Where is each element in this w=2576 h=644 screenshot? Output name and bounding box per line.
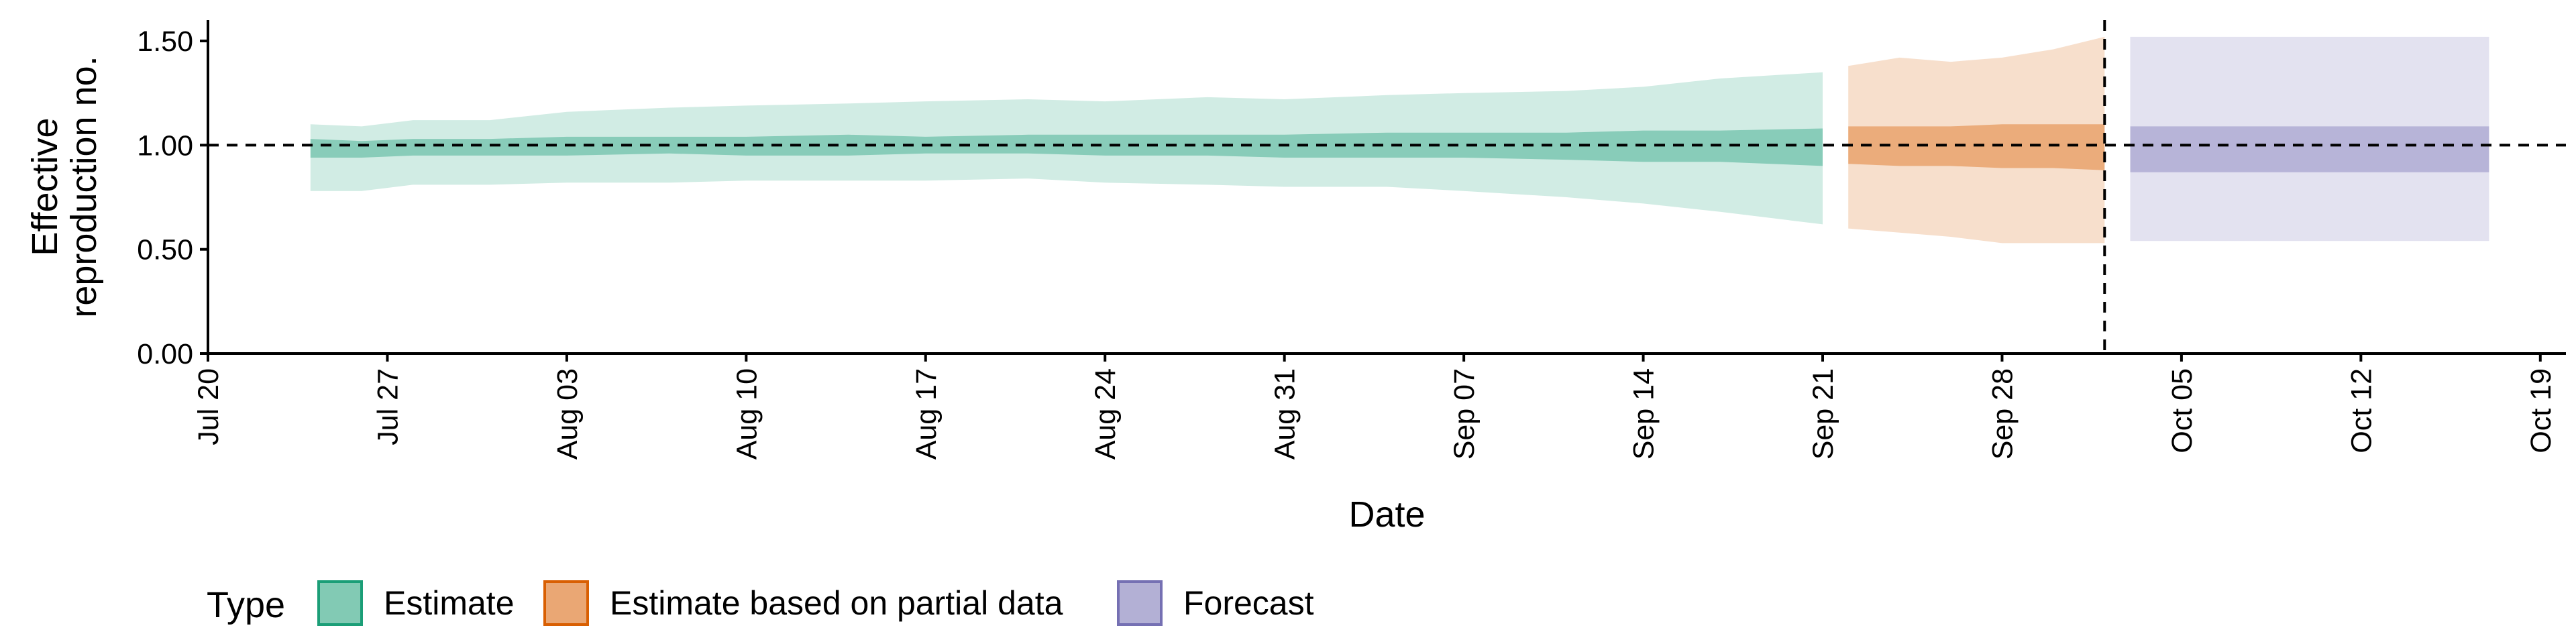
legend: Type Estimate Estimate based on partial d… xyxy=(207,580,1314,626)
x-tick-label: Sep 07 xyxy=(1448,368,1481,460)
x-tick-label: Aug 31 xyxy=(1269,368,1301,460)
legend-key xyxy=(543,580,589,626)
x-tick-label: Sep 21 xyxy=(1807,368,1839,460)
x-axis-title: Date xyxy=(1348,494,1425,535)
band-outer-2 xyxy=(2130,36,2489,241)
x-tick-label: Aug 10 xyxy=(731,368,763,460)
legend-label: Forecast xyxy=(1183,584,1314,622)
y-tick-label: 1.00 xyxy=(137,129,193,162)
y-axis-title-line: Effective xyxy=(25,117,65,256)
band-inner-1 xyxy=(1848,124,2105,170)
legend-key xyxy=(1117,580,1163,626)
band-inner-2 xyxy=(2130,126,2489,172)
band-outer-0 xyxy=(310,72,1823,225)
axes-layer xyxy=(207,20,2566,355)
x-tick-label: Oct 12 xyxy=(2345,368,2377,453)
band-outer-1 xyxy=(1848,36,2105,244)
x-tick-label: Sep 28 xyxy=(1986,368,2019,460)
legend-label: Estimate xyxy=(384,584,515,622)
y-axis-title: Effectivereproduction no. xyxy=(25,56,104,317)
y-tick-label: 0.00 xyxy=(137,338,193,370)
x-tick-label: Oct 19 xyxy=(2525,368,2557,453)
x-tick-label: Aug 17 xyxy=(910,368,943,460)
legend-title: Type xyxy=(207,585,285,625)
x-tick-label: Jul 20 xyxy=(193,368,225,445)
bands-layer xyxy=(310,36,2489,244)
y-tick-label: 0.50 xyxy=(137,234,193,266)
y-tick-label: 1.50 xyxy=(137,25,193,58)
band-inner-0 xyxy=(310,128,1823,166)
y-axis-title-line: reproduction no. xyxy=(64,56,104,317)
x-tick-label: Aug 24 xyxy=(1089,368,1122,460)
x-tick-label: Aug 03 xyxy=(551,368,584,460)
x-tick-label: Jul 27 xyxy=(372,368,404,445)
ticks-layer: 0.00 0.50 1.00 1.50 Jul 20 Jul 27 Aug 03 Aug 10… xyxy=(137,25,2557,460)
x-tick-label: Oct 05 xyxy=(2166,368,2198,453)
legend-label: Estimate based on partial data xyxy=(610,584,1063,622)
x-tick-label: Sep 14 xyxy=(1628,368,1660,460)
legend-key xyxy=(317,580,363,626)
